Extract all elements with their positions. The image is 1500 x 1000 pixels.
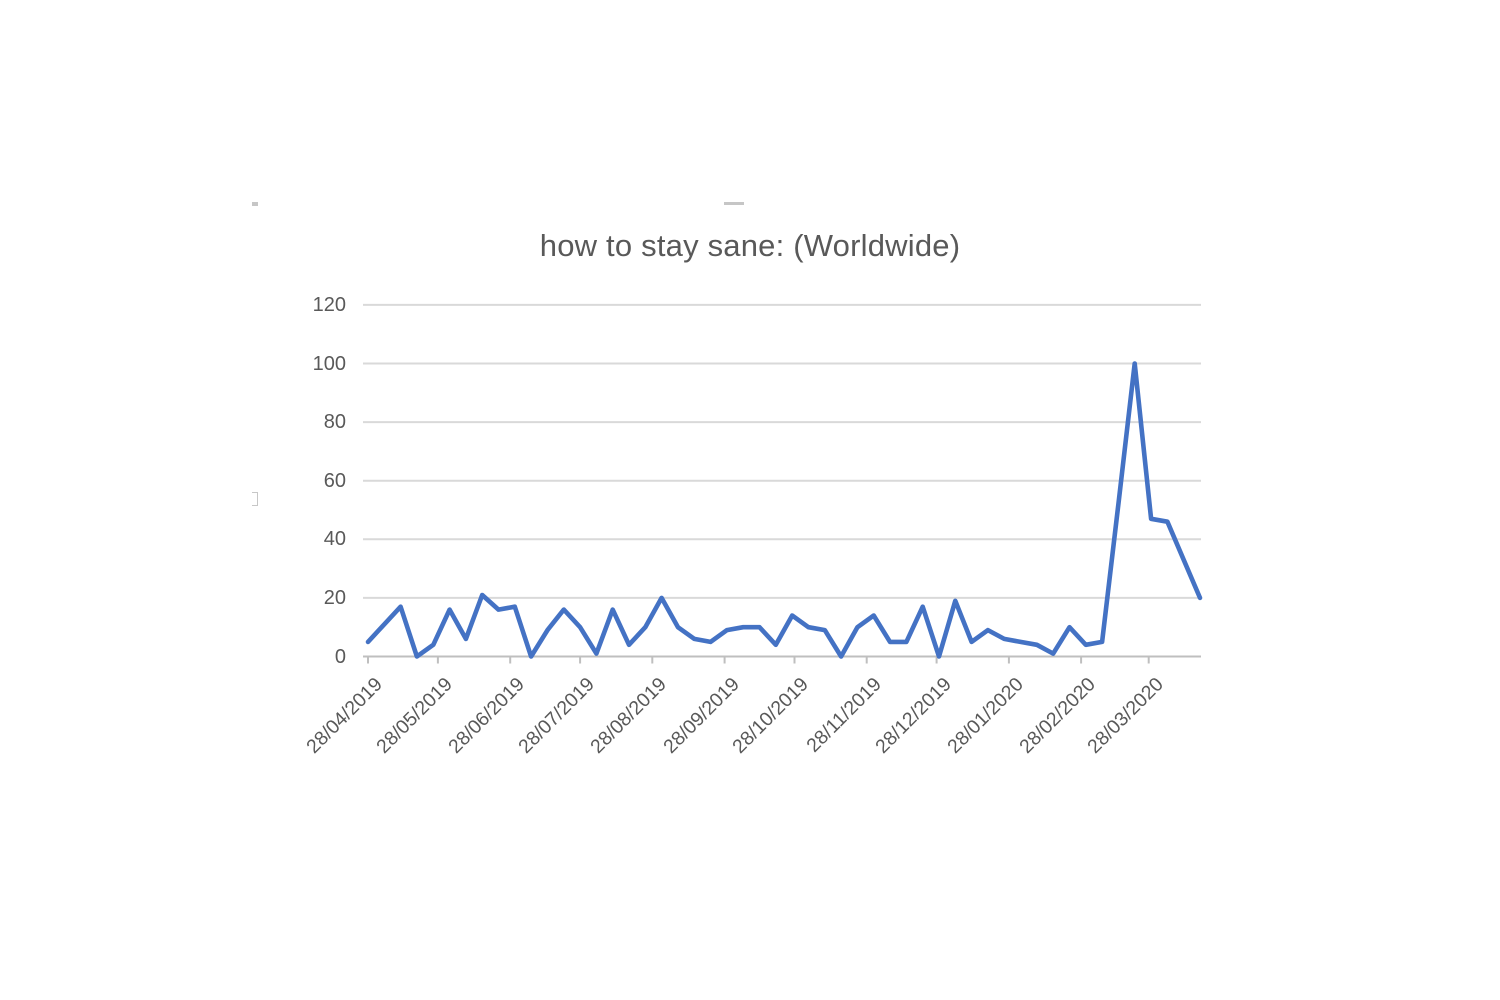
y-tick-label: 40: [323, 528, 346, 551]
y-tick-label: 0: [334, 645, 346, 668]
y-tick-label: 100: [312, 352, 346, 375]
screen-artifact-bracket: [252, 492, 258, 506]
y-tick-label: 20: [323, 586, 346, 609]
y-tick-label: 120: [312, 293, 346, 316]
y-tick-label: 60: [323, 469, 346, 492]
y-tick-label: 80: [323, 411, 346, 434]
screen-artifact-dot: [252, 202, 258, 206]
screen-artifact-dash: [724, 202, 744, 205]
chart-title: how to stay sane: (Worldwide): [539, 228, 961, 263]
trend-line: [365, 361, 1203, 659]
